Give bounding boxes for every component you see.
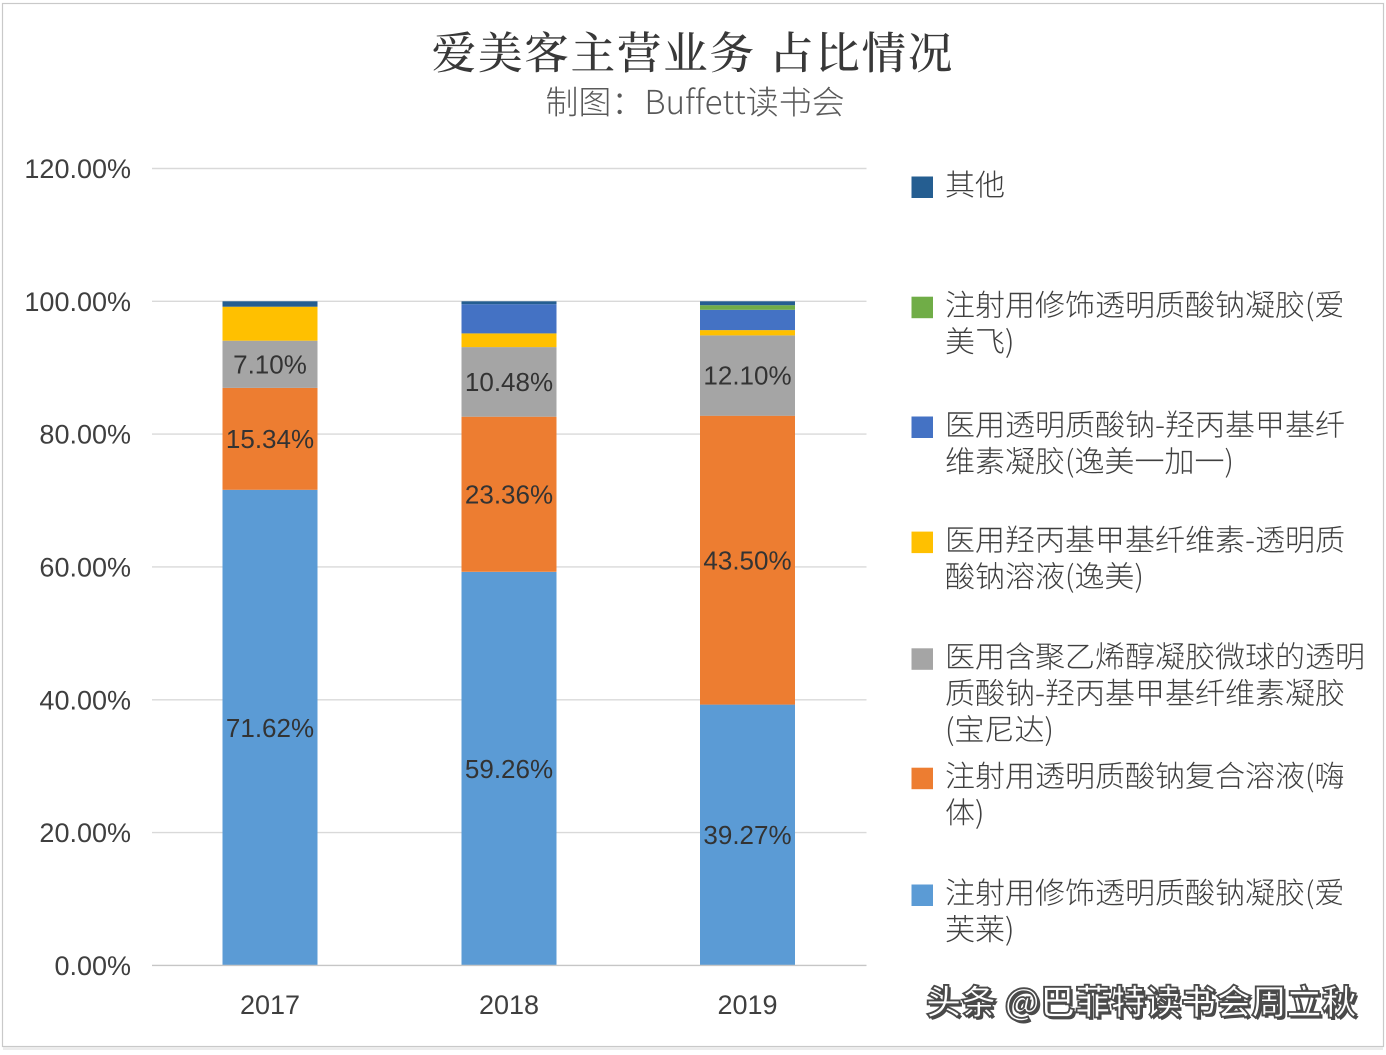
svg-text:39.27%: 39.27% bbox=[703, 820, 791, 850]
svg-text:0.00%: 0.00% bbox=[54, 951, 131, 981]
svg-text:120.00%: 120.00% bbox=[24, 154, 131, 184]
svg-text:2019: 2019 bbox=[717, 990, 777, 1020]
svg-text:60.00%: 60.00% bbox=[39, 553, 131, 583]
svg-text:7.10%: 7.10% bbox=[233, 350, 307, 380]
svg-text:71.62%: 71.62% bbox=[226, 713, 314, 743]
svg-text:40.00%: 40.00% bbox=[39, 685, 131, 715]
svg-text:43.50%: 43.50% bbox=[703, 545, 791, 575]
svg-text:20.00%: 20.00% bbox=[39, 818, 131, 848]
svg-text:10.48%: 10.48% bbox=[465, 367, 553, 397]
svg-text:100.00%: 100.00% bbox=[24, 287, 131, 317]
svg-text:80.00%: 80.00% bbox=[39, 420, 131, 450]
svg-text:59.26%: 59.26% bbox=[465, 754, 553, 784]
svg-text:12.10%: 12.10% bbox=[703, 361, 791, 391]
svg-text:2018: 2018 bbox=[479, 990, 539, 1020]
svg-text:23.36%: 23.36% bbox=[465, 480, 553, 510]
svg-text:15.34%: 15.34% bbox=[226, 424, 314, 454]
svg-text:2017: 2017 bbox=[240, 990, 300, 1020]
